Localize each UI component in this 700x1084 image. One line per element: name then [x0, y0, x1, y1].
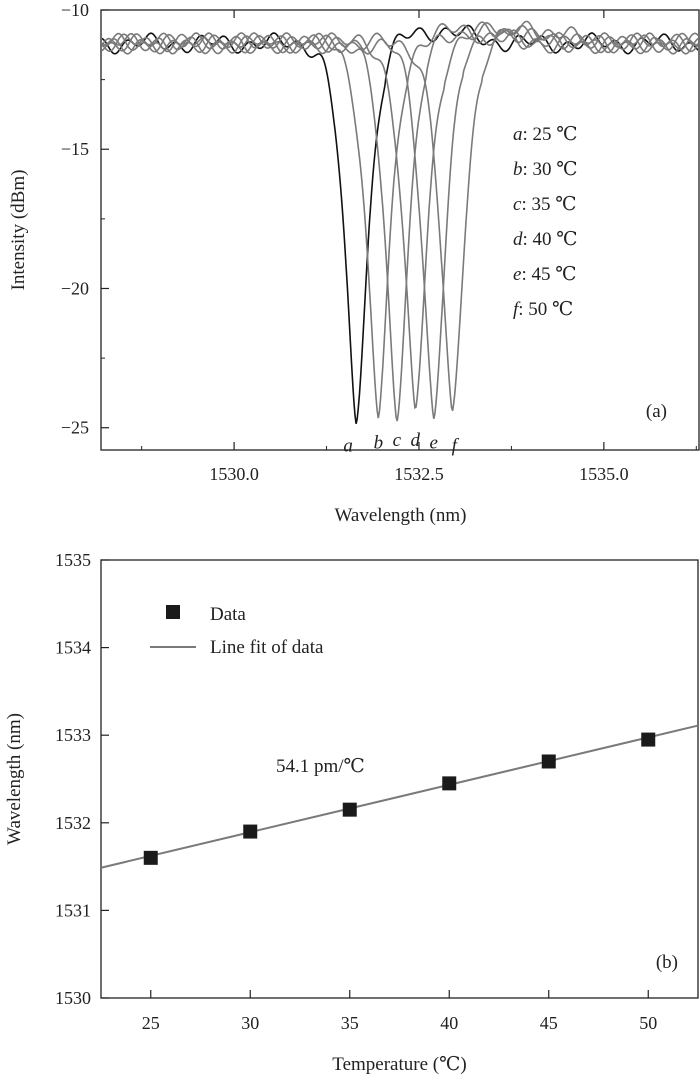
curve-letter-f: f [452, 435, 460, 456]
legend-item-a: f: 50 ℃ [513, 299, 573, 320]
legend-value: : 30 ℃ [523, 159, 578, 180]
legend-letter: e [513, 264, 521, 285]
data-point [243, 824, 258, 839]
legend-value: : 40 ℃ [523, 229, 578, 250]
legend-value: : 35 ℃ [521, 194, 576, 215]
data-point [342, 802, 357, 817]
panel-label-b: (b) [656, 952, 678, 973]
spectrum-curves [102, 20, 698, 424]
curve-letter-e: e [430, 433, 438, 454]
data-point [541, 754, 556, 769]
x-tick-label-b: 45 [540, 1013, 558, 1033]
spectrum-curve-d [102, 21, 698, 410]
x-tick-label-a: 1530.0 [209, 464, 259, 484]
y-tick-label-a: −20 [61, 278, 89, 298]
legend-item-a: d: 40 ℃ [513, 229, 578, 250]
x-axis-label-b: Temperature (℃) [332, 1054, 466, 1075]
legend-letter: f [513, 299, 521, 320]
legend-value: : 50 ℃ [518, 299, 573, 320]
panel-a-frame [100, 9, 700, 451]
legend-letter: b [513, 159, 523, 180]
panel-b-frame [100, 559, 699, 999]
x-tick-label-a: 1535.0 [579, 464, 629, 484]
fit-line [100, 724, 699, 869]
y-axis-label-a: Intensity (dBm) [8, 170, 29, 291]
x-tick-label-b: 40 [440, 1013, 458, 1033]
y-tick-label-a: −10 [61, 0, 89, 20]
spectrum-curve-f [102, 24, 698, 412]
legend-item-a: c: 35 ℃ [513, 194, 576, 215]
curve-letter-d: d [411, 430, 421, 451]
panel-a: 1530.0 1532.5 1535.0 −10 −15 −20 −25 Wavelength… [8, 0, 700, 526]
slope-annotation: 54.1 pm/℃ [276, 756, 365, 777]
y-tick-label-b: 1535 [55, 550, 91, 570]
y-tick-label-b: 1534 [55, 638, 91, 658]
spectrum-curve-a [102, 24, 698, 424]
y-tick-label-a: −15 [61, 139, 89, 159]
x-tick-label-b: 50 [639, 1013, 657, 1033]
legend-letter: d [513, 229, 523, 250]
x-tick-label-b: 25 [142, 1013, 160, 1033]
x-tick-label-b: 35 [341, 1013, 359, 1033]
y-axis-label-b: Wavelength (nm) [4, 713, 25, 845]
y-tick-label-b: 1533 [55, 725, 91, 745]
legend-item-a: e: 45 ℃ [513, 264, 576, 285]
curve-letter-a: a [343, 435, 353, 456]
x-tick-label-a: 1532.5 [394, 464, 444, 484]
x-tick-label-b: 30 [241, 1013, 259, 1033]
legend-value: : 25 ℃ [523, 124, 578, 145]
panel-label-a: (a) [646, 401, 667, 422]
legend-item-a: a: 25 ℃ [513, 124, 578, 145]
x-axis-label-a: Wavelength (nm) [335, 505, 467, 526]
y-tick-label-a: −25 [61, 418, 89, 438]
legend-item-a: b: 30 ℃ [513, 159, 578, 180]
data-point [641, 732, 656, 747]
y-tick-label-b: 1531 [55, 900, 91, 920]
spectrum-curve-b [102, 22, 698, 419]
curve-letter-b: b [374, 433, 384, 454]
curve-letter-c: c [393, 430, 402, 451]
y-tick-label-b: 1532 [55, 813, 91, 833]
spectrum-curve-c [102, 21, 698, 422]
spectrum-curve-e [102, 20, 698, 419]
legend-label-fit: Line fit of data [210, 637, 324, 658]
panel-b: 25 30 35 40 45 50 1530 1531 1532 1533 1534 1535 Temp… [4, 550, 699, 1075]
legend-label-data: Data [210, 604, 246, 625]
legend-marker-data [166, 605, 180, 619]
legend-letter: c [513, 194, 522, 215]
data-point [143, 850, 158, 865]
y-tick-label-b: 1530 [55, 988, 91, 1008]
legend-value: : 45 ℃ [521, 264, 576, 285]
data-point [442, 776, 457, 791]
legend-letter: a [513, 124, 523, 145]
